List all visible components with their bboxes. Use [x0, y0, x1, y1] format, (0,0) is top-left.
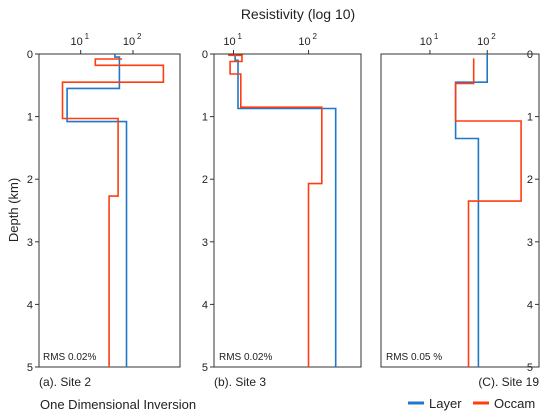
series-lines: [454, 54, 522, 367]
y-tick-label: 2: [202, 174, 208, 186]
y-tick-label: 1: [27, 112, 33, 124]
series-occam-line: [454, 58, 522, 367]
y-tick-label: 2: [527, 174, 533, 186]
legend-label-layer: Layer: [429, 396, 462, 411]
x-ticks: 10 1 10 2: [420, 32, 496, 54]
x-ticks: 10 1 10 2: [223, 32, 318, 54]
legend: Layer Occam: [408, 396, 535, 411]
x-tick-label: 10: [298, 36, 310, 48]
series-occam-line: [61, 58, 165, 367]
panel-label: (C). Site 19: [478, 375, 539, 389]
y-axis-label: Depth (km): [6, 178, 21, 242]
x-tick-label: 10: [477, 36, 489, 48]
figure-top-title: Resistivity (log 10): [241, 6, 355, 22]
y-tick-label: 4: [202, 299, 208, 311]
x-tick-exponent: 2: [491, 32, 496, 41]
y-tick-label: 4: [27, 299, 33, 311]
series-layer-line: [234, 54, 337, 367]
plot-frame: [380, 53, 540, 368]
y-tick-label: 4: [527, 299, 533, 311]
x-tick-exponent: 2: [137, 32, 142, 41]
series-layer-line: [66, 54, 128, 367]
y-tick-label: 1: [527, 112, 533, 124]
x-tick-label: 10: [223, 36, 235, 48]
y-ticks: 0 1 2 3 4 5: [527, 49, 539, 374]
x-tick-exponent: 2: [313, 32, 318, 41]
figure-caption: One Dimensional Inversion: [40, 397, 196, 412]
rms-label: RMS 0.05 %: [386, 352, 442, 363]
rms-label: RMS 0.02%: [219, 352, 272, 363]
x-tick-exponent: 1: [85, 32, 90, 41]
y-tick-label: 1: [202, 112, 208, 124]
panel-label: (a). Site 2: [39, 375, 91, 389]
legend-label-occam: Occam: [494, 396, 535, 411]
y-tick-label: 3: [27, 237, 33, 249]
y-tick-label: 0: [527, 49, 533, 61]
rms-label: RMS 0.02%: [43, 352, 96, 363]
y-tick-label: 3: [527, 237, 533, 249]
series-occam-line: [228, 54, 323, 367]
y-tick-label: 3: [202, 237, 208, 249]
x-ticks: 10 1 10 2: [71, 32, 142, 54]
y-ticks: 0 1 2 3 4 5: [27, 49, 39, 374]
series-lines: [61, 54, 165, 367]
x-tick-label: 10: [71, 36, 83, 48]
panel-label: (b). Site 3: [214, 375, 266, 389]
series-layer-line: [454, 54, 489, 367]
x-tick-exponent: 1: [237, 32, 242, 41]
y-ticks: 0 1 2 3 4 5: [202, 49, 214, 374]
x-tick-label: 10: [123, 36, 135, 48]
y-tick-label: 5: [202, 362, 208, 374]
y-tick-label: 0: [202, 49, 208, 61]
plot-frame: [213, 53, 362, 368]
x-tick-exponent: 1: [434, 32, 439, 41]
y-tick-label: 0: [27, 49, 33, 61]
y-tick-label: 5: [527, 362, 533, 374]
y-tick-label: 2: [27, 174, 33, 186]
x-tick-label: 10: [420, 36, 432, 48]
series-lines: [228, 54, 337, 367]
y-tick-label: 5: [27, 362, 33, 374]
